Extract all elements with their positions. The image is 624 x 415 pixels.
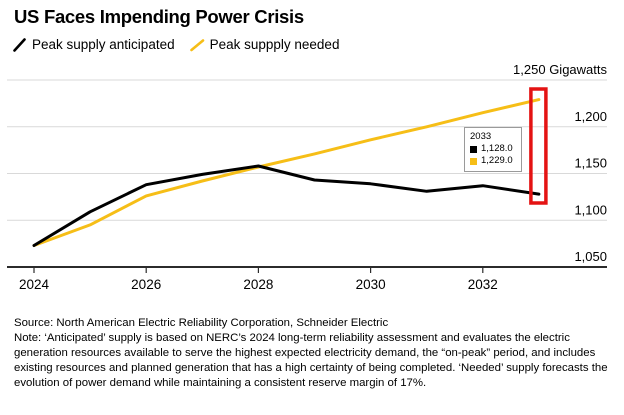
note-text: Note: ‘Anticipated’ supply is based on N…: [14, 332, 608, 389]
y-axis-label: 1,250 Gigawatts: [513, 62, 607, 77]
x-axis-label: 2024: [19, 277, 50, 292]
y-axis-label: 1,200: [574, 109, 607, 124]
black-slash-icon: [13, 37, 26, 52]
chart-legend: Peak supply anticipated Peak suppply nee…: [13, 37, 339, 52]
legend-item-anticipated: Peak supply anticipated: [13, 37, 175, 52]
chart-tooltip: 2033 1,128.0 1,229.0: [464, 127, 522, 172]
tooltip-value-needed: 1,229.0: [481, 155, 513, 166]
legend-label-anticipated: Peak supply anticipated: [32, 37, 175, 52]
x-axis-label: 2032: [468, 277, 498, 292]
series-line-peak-suppply-needed: [32, 98, 541, 247]
x-axis-label: 2026: [131, 277, 161, 292]
tooltip-year: 2033: [470, 131, 492, 142]
line-chart[interactable]: 1,250 Gigawatts 1,200 1,150 1,100 1,050 2024 2…: [0, 57, 624, 297]
legend-item-needed: Peak suppply needed: [189, 37, 340, 52]
y-axis-label: 1,050: [574, 249, 607, 264]
x-axis-label: 2030: [356, 277, 386, 292]
line-chart-canvas[interactable]: 1,250 Gigawatts 1,200 1,150 1,100 1,050 2024 2…: [0, 57, 624, 297]
tooltip-row-needed: 1,229.0: [470, 155, 513, 167]
source-line: Source: North American Electric Reliabil…: [14, 317, 389, 329]
legend-label-needed: Peak suppply needed: [209, 37, 340, 52]
chart-footnote: Source: North American Electric Reliabil…: [14, 316, 608, 391]
series-line-peak-supply-anticipated: [32, 164, 541, 247]
yellow-slash-icon: [189, 38, 204, 51]
yellow-swatch-icon: [470, 157, 477, 165]
y-axis-label: 1,150: [574, 156, 607, 171]
x-axis-label: 2028: [243, 277, 273, 292]
tooltip-row-anticipated: 1,128.0: [470, 143, 513, 155]
black-swatch-icon: [470, 145, 477, 153]
tooltip-value-anticipated: 1,128.0: [481, 143, 513, 154]
highlight-rect: [529, 87, 548, 205]
y-axis-label: 1,100: [574, 202, 607, 217]
page-title: US Faces Impending Power Crisis: [14, 6, 304, 27]
